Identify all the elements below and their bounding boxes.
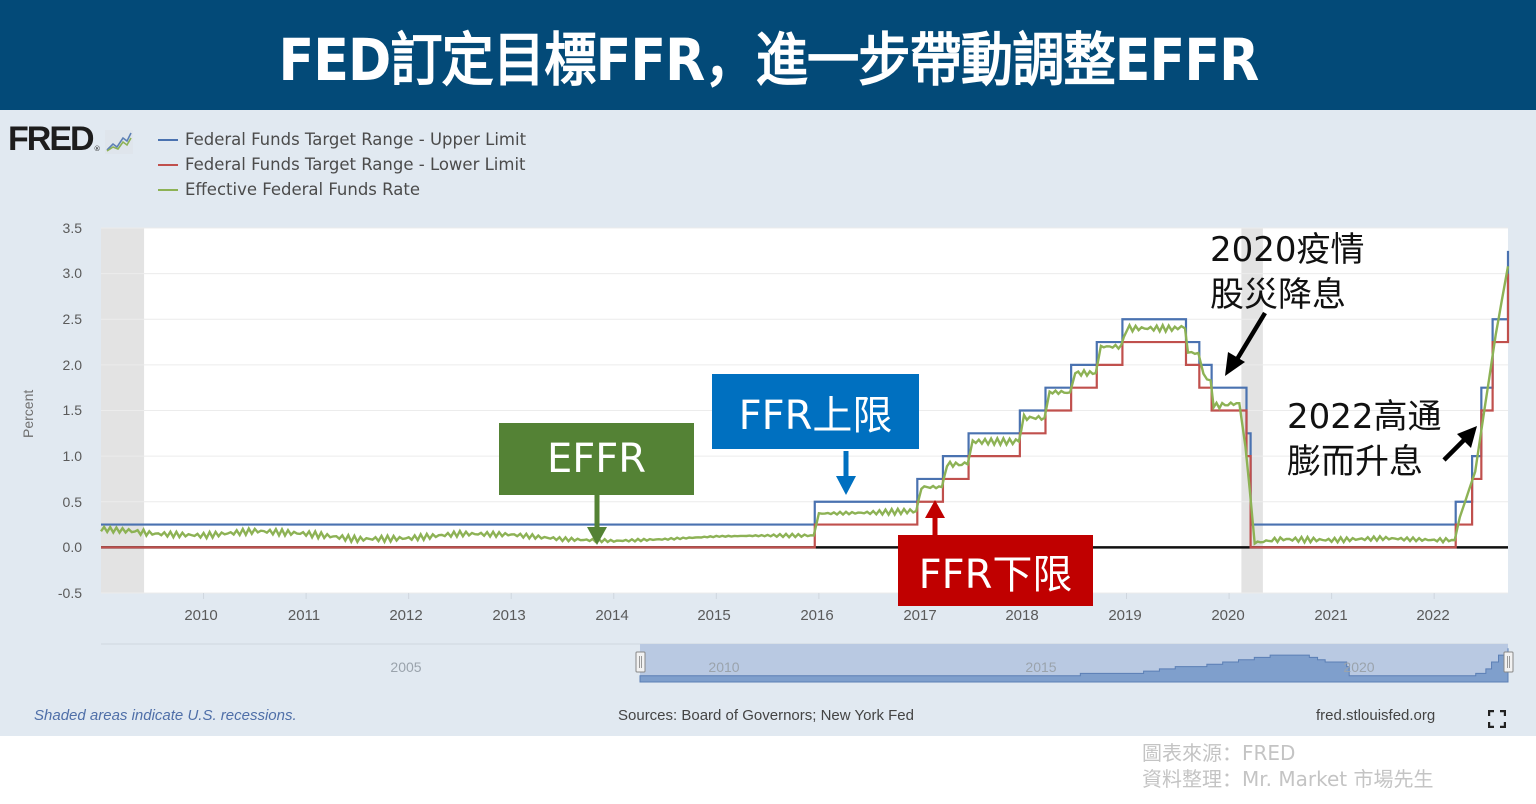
legend-swatch-lower xyxy=(158,163,178,166)
effr-callout: EFFR xyxy=(499,423,694,495)
fred-logo-text: FRED xyxy=(8,120,95,158)
image-credit: 圖表來源：FRED 資料整理：Mr. Market 市場先生 xyxy=(1142,740,1433,792)
x-tick: 2013 xyxy=(492,607,526,624)
navigator-label: 2005 xyxy=(390,659,422,675)
title-bar: FED訂定目標FFR，進一步帶動調整EFFR xyxy=(0,0,1536,110)
registered-mark: ® xyxy=(93,145,101,153)
note-line: 膨而升息 xyxy=(1287,442,1423,482)
x-tick: 2017 xyxy=(903,607,937,624)
y-tick: 0.5 xyxy=(62,494,82,510)
y-tick: 3.5 xyxy=(62,220,82,236)
legend-swatch-upper xyxy=(158,138,178,141)
note-2022-inflation: 2022高通 膨而升息 xyxy=(1287,395,1442,485)
navigator-label: 2015 xyxy=(1025,659,1057,675)
navigator-series-area xyxy=(639,648,1509,683)
y-tick: 0.0 xyxy=(62,539,82,555)
y-tick: 3.0 xyxy=(62,265,82,281)
y-tick: 1.5 xyxy=(62,402,82,418)
fred-site-link[interactable]: fred.stlouisfed.org xyxy=(1316,707,1436,724)
series-upper-limit[interactable] xyxy=(101,250,1510,526)
credit-source: 圖表來源：FRED xyxy=(1142,741,1296,765)
ffr-upper-callout-label: FFR上限 xyxy=(738,392,893,439)
x-tick: 2018 xyxy=(1005,607,1039,624)
legend-swatch-effr xyxy=(158,188,178,191)
note-line: 2020疫情 xyxy=(1210,230,1365,270)
line-chart-icon xyxy=(104,130,133,154)
fred-logo[interactable]: FRED ® xyxy=(8,120,133,158)
note-2020-pandemic: 2020疫情 股災降息 xyxy=(1210,228,1365,318)
x-tick: 2019 xyxy=(1108,607,1142,624)
sources-text: Sources: Board of Governors; New York Fe… xyxy=(618,707,914,724)
navigator-handle-right[interactable] xyxy=(1503,651,1514,673)
page-title: FED訂定目標FFR，進一步帶動調整EFFR xyxy=(278,26,1259,94)
legend-label: Federal Funds Target Range - Lower Limit xyxy=(185,155,526,174)
legend-item-effr[interactable]: Effective Federal Funds Rate xyxy=(158,177,526,202)
fullscreen-icon[interactable] xyxy=(1488,710,1506,728)
x-tick: 2010 xyxy=(184,607,218,624)
x-tick: 2021 xyxy=(1314,607,1348,624)
ffr-lower-callout-label: FFR下限 xyxy=(918,551,1073,598)
legend-label: Federal Funds Target Range - Upper Limit xyxy=(185,130,527,149)
navigator-handle-left[interactable] xyxy=(635,651,646,673)
y-tick: 1.0 xyxy=(62,448,82,464)
legend-item-upper-limit[interactable]: Federal Funds Target Range - Upper Limit xyxy=(158,127,526,152)
x-tick: 2020 xyxy=(1211,607,1245,624)
y-tick: 2.5 xyxy=(62,311,82,327)
effr-callout-label: EFFR xyxy=(546,436,647,482)
credit-editor: 資料整理：Mr. Market 市場先生 xyxy=(1142,767,1434,791)
x-tick: 2015 xyxy=(697,607,731,624)
x-tick: 2014 xyxy=(595,607,629,624)
recession-note: Shaded areas indicate U.S. recessions. xyxy=(34,707,297,724)
legend-label: Effective Federal Funds Rate xyxy=(185,180,420,199)
y-tick: -0.5 xyxy=(57,585,82,601)
chart-legend: Federal Funds Target Range - Upper Limit… xyxy=(158,127,526,202)
legend-item-lower-limit[interactable]: Federal Funds Target Range - Lower Limit xyxy=(158,152,526,177)
x-tick: 2012 xyxy=(389,607,423,624)
navigator-label: 2010 xyxy=(708,659,740,675)
note-line: 股災降息 xyxy=(1210,275,1346,315)
note-line: 2022高通 xyxy=(1287,397,1442,437)
series-effr[interactable] xyxy=(100,266,1510,546)
x-tick: 2022 xyxy=(1416,607,1450,624)
ffr-upper-callout: FFR上限 xyxy=(712,374,919,449)
x-tick: 2011 xyxy=(287,607,321,624)
navigator-label: 2020 xyxy=(1343,659,1375,675)
y-tick: 2.0 xyxy=(62,357,82,373)
x-tick: 2016 xyxy=(800,607,834,624)
ffr-lower-callout: FFR下限 xyxy=(898,535,1093,606)
